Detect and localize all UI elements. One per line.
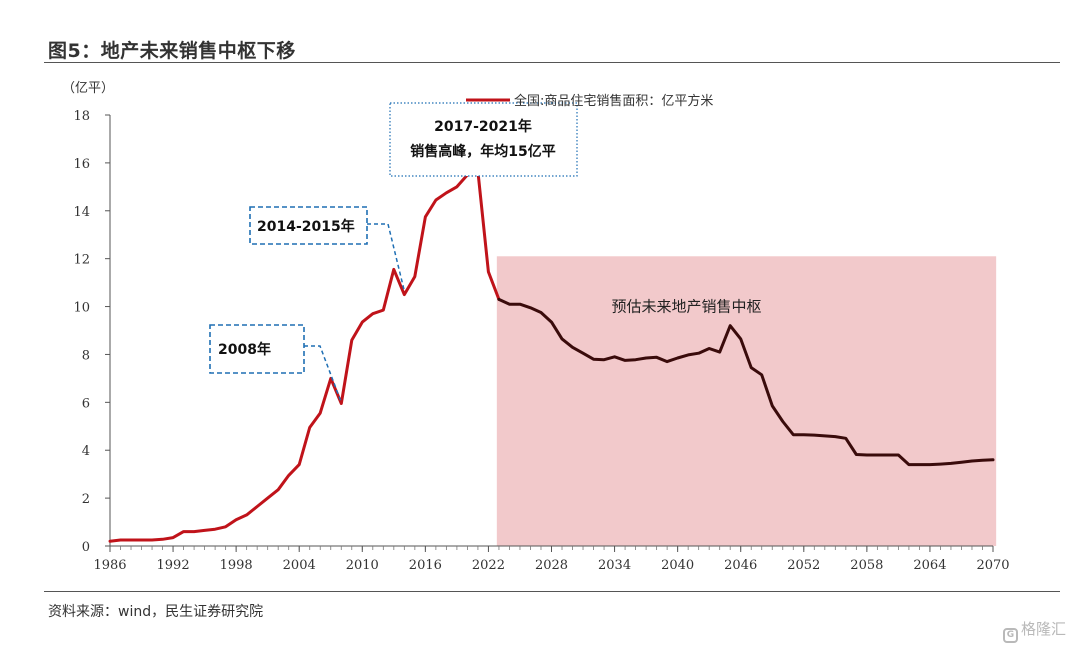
title-rule [44,62,1060,63]
chart-area: 预估未来地产销售中枢 （亿平） 0 2 4 6 8 10 12 14 16 18 1986 1992 19… [62,81,1010,573]
annotation-box-2008 [209,324,305,374]
figure-title: 图5：地产未来销售中枢下移 [48,40,296,62]
annotation-leader-2008 [304,345,342,403]
x-tick-label: 2004 [283,558,316,573]
x-tick-label: 2064 [913,558,946,573]
x-tick-label: 2028 [535,558,568,573]
x-tick-label: 2058 [850,558,883,573]
annotation-box-2014-2015 [249,206,368,245]
y-tick-label: 18 [73,109,90,124]
annotation-text-2008: 2008年 [218,341,271,358]
x-tick-label: 1998 [220,558,253,573]
legend-label: 全国:商品住宅销售面积：亿平方米 [514,93,713,109]
x-tick-label: 2046 [724,558,757,573]
y-tick-label: 0 [82,540,90,555]
x-tick-label: 2040 [661,558,694,573]
annotation-leader-2014-2015 [367,223,406,292]
y-tick-label: 16 [73,157,90,172]
y-tick-label: 8 [82,348,90,363]
x-tick-label: 2052 [787,558,820,573]
forecast-series-line [497,297,995,467]
y-tick-label: 2 [82,492,90,507]
x-tick-label: 2070 [976,558,1009,573]
x-tick-label: 2034 [598,558,631,573]
y-tick-label: 4 [82,444,90,459]
x-tick-label: 2022 [472,558,505,573]
y-tick-label: 14 [73,205,90,220]
y-tick-label: 12 [73,253,90,268]
annotation-text-2017-2021-line1: 2017-2021年 [434,118,532,135]
forecast-region [496,256,997,546]
annotation-text-2014-2015: 2014-2015年 [257,218,355,235]
y-unit-label: （亿平） [62,81,114,96]
annotation-box-2017-2021 [389,102,578,177]
annotation-text-2017-2021-line2: 销售高峰，年均15亿平 [410,143,555,160]
forecast-region-label: 预估未来地产销售中枢 [611,298,761,316]
y-tick-label: 10 [73,301,90,316]
watermark: G 格隆汇 [1002,618,1066,643]
x-tick-label: 1986 [93,558,126,573]
x-tick-label: 1992 [157,558,190,573]
x-tick-label: 2010 [346,558,379,573]
watermark-text: 格隆汇 [1020,620,1066,638]
history-series-line [108,169,501,543]
source-rule [44,591,1060,592]
x-tick-label: 2016 [409,558,442,573]
source-note: 资料来源：wind，民生证券研究院 [48,604,264,620]
watermark-logo-icon: G [1002,628,1018,643]
y-tick-label: 6 [82,396,90,411]
